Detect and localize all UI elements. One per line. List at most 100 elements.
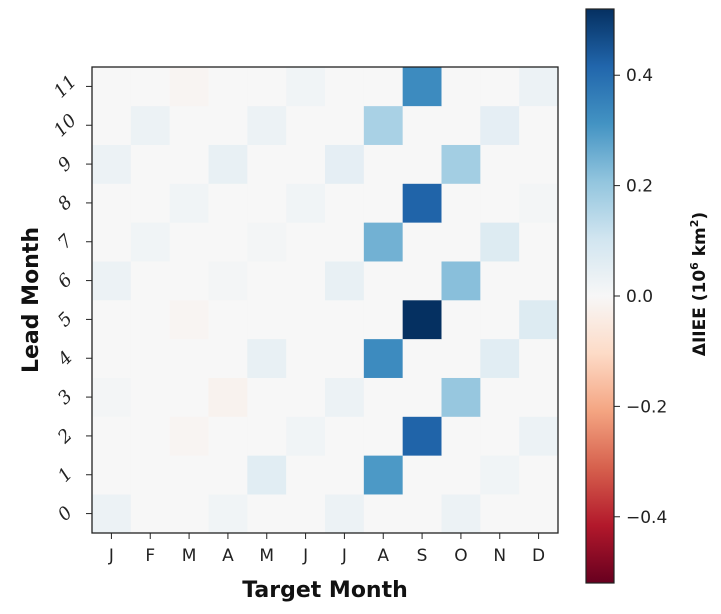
heatmap-cell bbox=[208, 222, 248, 262]
heatmap-cell bbox=[363, 222, 403, 262]
plot-frame bbox=[91, 66, 559, 534]
heatmap-cell bbox=[247, 300, 287, 340]
heatmap-cell bbox=[169, 67, 209, 107]
heatmap-cell bbox=[92, 222, 132, 262]
heatmap-cell bbox=[441, 67, 481, 107]
heatmap-cell bbox=[363, 300, 403, 340]
heatmap-cell bbox=[286, 494, 326, 534]
x-tick-label: N bbox=[493, 546, 506, 566]
heatmap-cell bbox=[92, 455, 132, 495]
heatmap-cell bbox=[441, 455, 481, 495]
heatmap-cell bbox=[441, 261, 481, 301]
y-tick-label: 8 bbox=[54, 192, 77, 215]
x-tick-label: J bbox=[108, 546, 114, 566]
heatmap-cell bbox=[286, 183, 326, 223]
heatmap-cell bbox=[480, 261, 520, 301]
y-tick-label: 1 bbox=[54, 464, 77, 487]
heatmap-cell bbox=[208, 300, 248, 340]
heatmap-cell bbox=[247, 494, 287, 534]
y-tick-label: 10 bbox=[50, 110, 81, 141]
heatmap-cell bbox=[286, 261, 326, 301]
heatmap-cell bbox=[286, 300, 326, 340]
x-tick-label: J bbox=[341, 546, 347, 566]
heatmap-cell bbox=[519, 67, 559, 107]
heatmap-cell bbox=[130, 338, 170, 378]
heatmap-cell bbox=[208, 338, 248, 378]
colorbar-tick-label: 0.4 bbox=[626, 66, 653, 86]
heatmap-cell bbox=[325, 67, 365, 107]
heatmap-cell bbox=[169, 494, 209, 534]
heatmap-cell bbox=[286, 377, 326, 417]
heatmap-cell bbox=[92, 377, 132, 417]
heatmap-cell bbox=[247, 222, 287, 262]
heatmap-cell bbox=[325, 183, 365, 223]
heatmap-cell bbox=[247, 261, 287, 301]
heatmap-cell bbox=[130, 455, 170, 495]
colorbar bbox=[585, 8, 615, 584]
heatmap-cell bbox=[169, 222, 209, 262]
heatmap-cell bbox=[480, 67, 520, 107]
heatmap-cell bbox=[441, 105, 481, 145]
heatmap-cell bbox=[208, 494, 248, 534]
y-tick-label: 7 bbox=[54, 230, 77, 253]
heatmap-cell bbox=[130, 222, 170, 262]
y-axis-ticks: 0 1 2 3 4 5 6 7 8 9 10 11 bbox=[50, 71, 92, 525]
heatmap-cell bbox=[130, 105, 170, 145]
heatmap-cell bbox=[441, 144, 481, 184]
x-tick-label: A bbox=[222, 546, 234, 566]
heatmap-cell bbox=[169, 183, 209, 223]
x-tick-label: M bbox=[182, 546, 197, 566]
heatmap-cell bbox=[169, 300, 209, 340]
x-tick-label: O bbox=[454, 546, 467, 566]
heatmap-cell bbox=[441, 494, 481, 534]
heatmap-cell bbox=[480, 416, 520, 456]
heatmap-cell bbox=[92, 144, 132, 184]
heatmap-cell bbox=[130, 416, 170, 456]
heatmap-cell bbox=[441, 300, 481, 340]
heatmap-cell bbox=[169, 338, 209, 378]
heatmap-cell bbox=[92, 300, 132, 340]
heatmap-cell bbox=[363, 67, 403, 107]
heatmap-cell bbox=[325, 261, 365, 301]
heatmap-cell bbox=[92, 338, 132, 378]
heatmap-cell bbox=[363, 144, 403, 184]
y-tick-label: 2 bbox=[53, 425, 77, 449]
heatmap-cell bbox=[363, 105, 403, 145]
heatmap-cell bbox=[519, 144, 559, 184]
heatmap-cell bbox=[441, 338, 481, 378]
heatmap-cell bbox=[325, 338, 365, 378]
heatmap-cell bbox=[169, 377, 209, 417]
heatmap-cell bbox=[402, 222, 442, 262]
heatmap-cell bbox=[208, 261, 248, 301]
heatmap-cell bbox=[247, 183, 287, 223]
heatmap-cell bbox=[363, 494, 403, 534]
y-tick-label: 5 bbox=[54, 308, 77, 331]
colorbar-tick-label: 0.0 bbox=[626, 287, 653, 307]
heatmap-cell bbox=[402, 455, 442, 495]
heatmap-cell bbox=[480, 455, 520, 495]
heatmap-cell bbox=[247, 377, 287, 417]
y-tick-label: 0 bbox=[54, 502, 77, 525]
heatmap-cell bbox=[402, 105, 442, 145]
heatmap-cell bbox=[363, 377, 403, 417]
x-tick-label: J bbox=[302, 546, 308, 566]
heatmap-cell bbox=[519, 300, 559, 340]
heatmap-cell bbox=[247, 416, 287, 456]
heatmap-cell bbox=[325, 416, 365, 456]
heatmap-cell bbox=[519, 261, 559, 301]
colorbar-title-sup: 6 bbox=[688, 262, 701, 270]
y-axis-title: Lead Month bbox=[19, 227, 44, 373]
heatmap-cell bbox=[519, 377, 559, 417]
heatmap-cell bbox=[92, 494, 132, 534]
heatmap-cell bbox=[441, 416, 481, 456]
heatmap-cell bbox=[325, 105, 365, 145]
heatmap-cell bbox=[519, 222, 559, 262]
heatmap-cell bbox=[286, 416, 326, 456]
heatmap-cell bbox=[325, 300, 365, 340]
heatmap-cell bbox=[92, 416, 132, 456]
heatmap-cell bbox=[208, 455, 248, 495]
heatmap-cell bbox=[286, 67, 326, 107]
heatmap-cell bbox=[402, 144, 442, 184]
